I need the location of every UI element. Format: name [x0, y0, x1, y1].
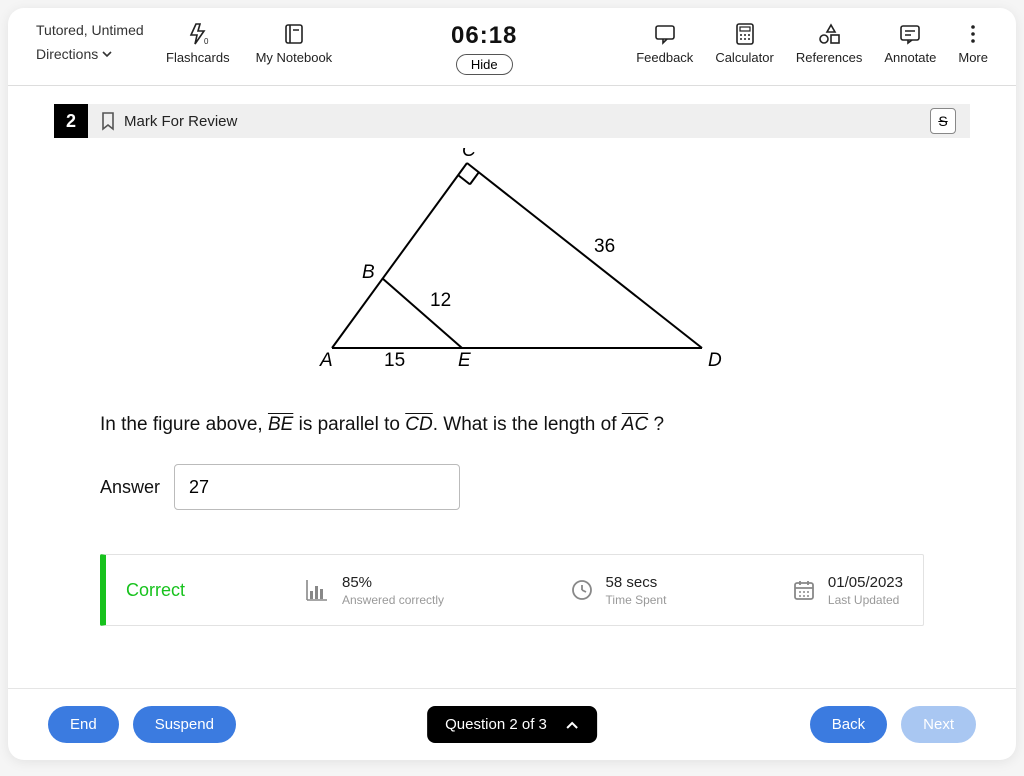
- svg-text:0: 0: [204, 37, 209, 46]
- feedback-label: Feedback: [636, 50, 693, 65]
- calendar-icon: [792, 578, 816, 602]
- pct-value: 85%: [342, 574, 444, 591]
- time-value: 58 secs: [606, 574, 667, 591]
- stat-pct: 85% Answered correctly: [304, 574, 444, 607]
- annotate-button[interactable]: Annotate: [884, 22, 936, 65]
- references-button[interactable]: References: [796, 22, 862, 65]
- calculator-label: Calculator: [715, 50, 774, 65]
- notebook-label: My Notebook: [256, 50, 333, 65]
- tool-group-right: Feedback Calculator References Annotate: [636, 22, 988, 65]
- svg-text:B: B: [362, 262, 375, 283]
- pct-label: Answered correctly: [342, 593, 444, 607]
- flashcards-label: Flashcards: [166, 50, 230, 65]
- directions-label: Directions: [36, 46, 98, 62]
- next-button[interactable]: Next: [901, 706, 976, 743]
- chevron-up-icon: [565, 720, 579, 730]
- question-text: In the figure above, BE is parallel to C…: [100, 414, 924, 436]
- question-bar: 2 Mark For Review S: [54, 104, 970, 138]
- annotate-label: Annotate: [884, 50, 936, 65]
- strikethrough-icon: S: [938, 113, 947, 129]
- svg-text:36: 36: [594, 236, 615, 257]
- answer-row: Answer: [100, 464, 924, 510]
- calculator-icon: [735, 22, 755, 46]
- updated-value: 01/05/2023: [828, 574, 903, 591]
- annotate-icon: [899, 22, 921, 46]
- updated-label: Last Updated: [828, 593, 903, 607]
- timer-value: 06:18: [451, 22, 517, 50]
- top-left: Tutored, Untimed Directions: [36, 22, 156, 62]
- flashcards-button[interactable]: 0 Flashcards: [166, 22, 230, 65]
- mode-label: Tutored, Untimed: [36, 22, 156, 38]
- timer-block: 06:18 Hide: [332, 22, 636, 75]
- answer-label: Answer: [100, 477, 160, 498]
- svg-text:C: C: [462, 148, 476, 161]
- mark-label: Mark For Review: [124, 113, 237, 130]
- stat-time: 58 secs Time Spent: [570, 574, 667, 607]
- topbar: Tutored, Untimed Directions 0 Flashcards…: [8, 8, 1016, 86]
- tool-group-left: 0 Flashcards My Notebook: [166, 22, 332, 65]
- chevron-down-icon: [102, 51, 112, 58]
- references-label: References: [796, 50, 862, 65]
- footer: End Suspend Question 2 of 3 Back Next: [8, 688, 1016, 760]
- shapes-icon: [817, 22, 841, 46]
- selector-label: Question 2 of 3: [445, 716, 547, 733]
- result-box: Correct 85% Answered correctly 58 secs T…: [100, 554, 924, 626]
- svg-text:D: D: [708, 350, 722, 371]
- svg-text:E: E: [458, 350, 471, 371]
- bookmark-icon: [100, 111, 116, 131]
- svg-text:15: 15: [384, 350, 405, 371]
- more-button[interactable]: More: [958, 22, 988, 65]
- back-button[interactable]: Back: [810, 706, 887, 743]
- question-selector[interactable]: Question 2 of 3: [427, 706, 597, 743]
- time-label: Time Spent: [606, 593, 667, 607]
- svg-text:A: A: [319, 350, 333, 371]
- suspend-button[interactable]: Suspend: [133, 706, 236, 743]
- notebook-icon: [283, 22, 305, 46]
- strikethrough-button[interactable]: S: [930, 108, 956, 134]
- mark-for-review-button[interactable]: Mark For Review: [100, 111, 237, 131]
- calculator-button[interactable]: Calculator: [715, 22, 774, 65]
- bar-chart-icon: [304, 577, 330, 603]
- notebook-button[interactable]: My Notebook: [256, 22, 333, 65]
- question-number: 2: [54, 104, 88, 138]
- footer-left: End Suspend: [48, 706, 236, 743]
- answer-input[interactable]: [174, 464, 460, 510]
- feedback-button[interactable]: Feedback: [636, 22, 693, 65]
- chat-icon: [654, 22, 676, 46]
- bolt-icon: 0: [187, 22, 209, 46]
- stat-updated: 01/05/2023 Last Updated: [792, 574, 903, 607]
- triangle-diagram: A B C D E 12 36 15: [272, 148, 752, 378]
- app-root: Tutored, Untimed Directions 0 Flashcards…: [8, 8, 1016, 760]
- directions-button[interactable]: Directions: [36, 46, 156, 62]
- more-icon: [964, 22, 982, 46]
- clock-icon: [570, 578, 594, 602]
- svg-text:12: 12: [430, 290, 451, 311]
- end-button[interactable]: End: [48, 706, 119, 743]
- result-status: Correct: [126, 580, 256, 601]
- footer-right: Back Next: [810, 706, 976, 743]
- more-label: More: [958, 50, 988, 65]
- hide-timer-button[interactable]: Hide: [456, 54, 513, 75]
- diagram-container: A B C D E 12 36 15: [8, 148, 1016, 378]
